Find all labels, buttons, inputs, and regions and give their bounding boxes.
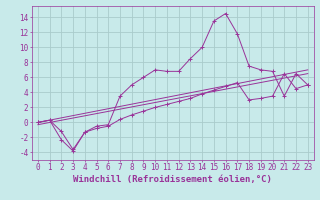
X-axis label: Windchill (Refroidissement éolien,°C): Windchill (Refroidissement éolien,°C) xyxy=(73,175,272,184)
